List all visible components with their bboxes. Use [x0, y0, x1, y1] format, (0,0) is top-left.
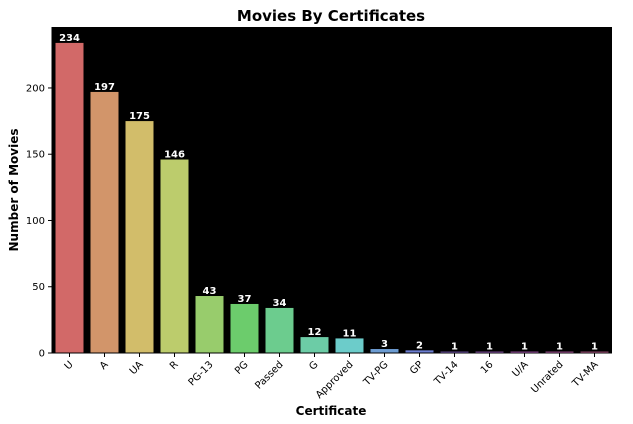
bar-unrated — [545, 351, 574, 353]
data-label: 234 — [59, 33, 80, 44]
data-label: 43 — [203, 286, 217, 297]
data-label: 146 — [164, 150, 185, 161]
bar-u-a — [510, 351, 539, 353]
data-label: 197 — [94, 82, 115, 93]
y-tick-label: 0 — [39, 349, 45, 360]
bar-r — [160, 159, 189, 353]
bar-passed — [265, 307, 294, 353]
y-tick-label: 200 — [26, 83, 45, 94]
y-tick-label: 150 — [26, 150, 45, 161]
data-label: 175 — [129, 111, 150, 122]
data-label: 12 — [308, 327, 322, 338]
data-label: 34 — [273, 298, 287, 309]
bar-ua — [125, 121, 154, 353]
bar-tv-14 — [440, 351, 469, 353]
y-axis-label: Number of Movies — [7, 129, 21, 252]
data-label: 1 — [521, 342, 528, 353]
y-tick-label: 50 — [32, 282, 45, 293]
data-label: 1 — [486, 342, 493, 353]
bar-tv-pg — [370, 349, 399, 353]
bar-pg-13 — [195, 296, 224, 353]
y-tick-label: 100 — [26, 216, 45, 227]
bar-a — [90, 91, 119, 353]
bar-g — [300, 337, 329, 353]
bar-approved — [335, 338, 364, 353]
data-label: 1 — [556, 342, 563, 353]
bar-pg — [230, 303, 259, 353]
y-axis: 0 50 100 150 200 — [26, 27, 53, 360]
bar-gp — [405, 350, 434, 353]
data-label: 3 — [381, 339, 388, 350]
chart-title: Movies By Certificates — [237, 7, 425, 25]
data-label: 1 — [451, 342, 458, 353]
data-label: 2 — [416, 340, 423, 351]
bar-u — [55, 42, 84, 354]
data-label: 11 — [343, 328, 357, 339]
bar-tv-ma — [580, 351, 609, 353]
bars-group — [55, 42, 609, 354]
bar-16 — [475, 351, 504, 353]
data-label: 1 — [591, 342, 598, 353]
x-axis-label: Certificate — [296, 404, 367, 418]
data-label: 37 — [238, 294, 252, 305]
